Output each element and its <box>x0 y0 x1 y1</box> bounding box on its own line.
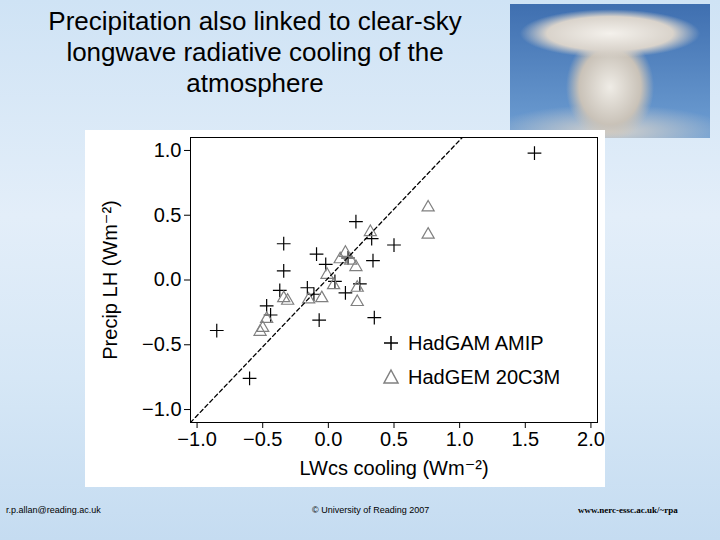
svg-text:−0.5: −0.5 <box>243 428 282 450</box>
html-text:HadGAM AMIP: HadGAM AMIP <box>408 332 544 354</box>
html-text:© University of Reading 2007: © University of Reading 2007 <box>312 505 430 515</box>
svg-text:1.0: 1.0 <box>446 428 474 450</box>
svg-text:2.0: 2.0 <box>577 428 605 450</box>
html-text:r.p.allan@reading.ac.uk: r.p.allan@reading.ac.uk <box>6 505 101 515</box>
html-text:HadGEM 20C3M: HadGEM 20C3M <box>408 366 561 388</box>
svg-text:−1.0: −1.0 <box>177 428 216 450</box>
html-text:Precipitation also linked to c: Precipitation also linked to clear-sky l… <box>48 6 462 98</box>
svg-text:−0.5: −0.5 <box>142 333 181 355</box>
svg-text:0.5: 0.5 <box>154 204 182 226</box>
svg-text:Precip LH (Wm⁻²): Precip LH (Wm⁻²) <box>99 200 121 359</box>
svg-text:0.5: 0.5 <box>380 428 408 450</box>
svg-text:0.0: 0.0 <box>154 268 182 290</box>
svg-text:−1.0: −1.0 <box>142 398 181 420</box>
html-text:www.nerc-essc.ac.uk/~rpa: www.nerc-essc.ac.uk/~rpa <box>578 505 678 515</box>
svg-text:1.5: 1.5 <box>511 428 539 450</box>
svg-text:LWcs cooling (Wm⁻²): LWcs cooling (Wm⁻²) <box>299 457 488 479</box>
svg-text:1.0: 1.0 <box>154 139 182 161</box>
svg-text:0.0: 0.0 <box>314 428 342 450</box>
